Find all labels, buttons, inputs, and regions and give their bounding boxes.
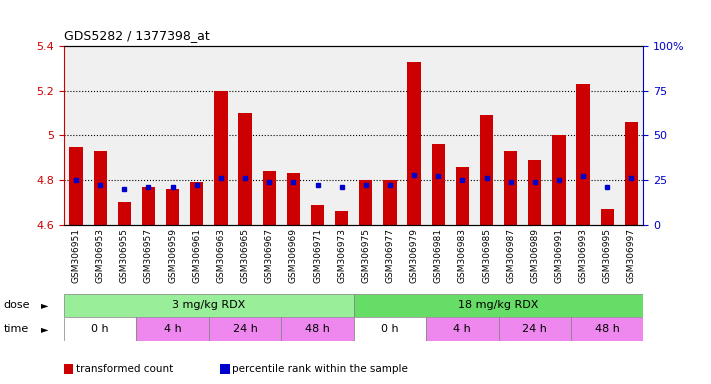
- Bar: [407, 62, 421, 225]
- Text: GSM306983: GSM306983: [458, 228, 467, 283]
- Bar: [238, 113, 252, 225]
- Bar: [359, 180, 373, 225]
- Text: 3 mg/kg RDX: 3 mg/kg RDX: [172, 300, 245, 310]
- Text: 0 h: 0 h: [92, 324, 109, 334]
- Text: 24 h: 24 h: [232, 324, 257, 334]
- Bar: [426, 317, 498, 341]
- Text: GSM306967: GSM306967: [264, 228, 274, 283]
- Bar: [282, 317, 354, 341]
- Text: time: time: [4, 324, 29, 334]
- Bar: [601, 209, 614, 225]
- Text: 4 h: 4 h: [454, 324, 471, 334]
- Bar: [142, 187, 155, 225]
- Bar: [498, 317, 571, 341]
- Bar: [504, 151, 518, 225]
- Bar: [354, 294, 643, 317]
- Bar: [577, 84, 589, 225]
- Text: transformed count: transformed count: [76, 364, 173, 374]
- Text: 0 h: 0 h: [381, 324, 399, 334]
- Bar: [64, 294, 354, 317]
- Text: GSM306989: GSM306989: [530, 228, 540, 283]
- Text: GSM306965: GSM306965: [240, 228, 250, 283]
- Text: GSM306961: GSM306961: [192, 228, 201, 283]
- Bar: [94, 151, 107, 225]
- Bar: [70, 147, 82, 225]
- Bar: [190, 182, 203, 225]
- Text: GSM306981: GSM306981: [434, 228, 443, 283]
- Bar: [118, 202, 131, 225]
- Text: GSM306963: GSM306963: [216, 228, 225, 283]
- Text: GSM306953: GSM306953: [96, 228, 105, 283]
- Bar: [214, 91, 228, 225]
- Bar: [571, 317, 643, 341]
- Bar: [354, 317, 426, 341]
- Bar: [311, 205, 324, 225]
- Text: 48 h: 48 h: [595, 324, 620, 334]
- Text: GSM306973: GSM306973: [337, 228, 346, 283]
- Text: GSM306995: GSM306995: [603, 228, 611, 283]
- Text: GSM306969: GSM306969: [289, 228, 298, 283]
- Text: 48 h: 48 h: [305, 324, 330, 334]
- Bar: [209, 317, 282, 341]
- Bar: [456, 167, 469, 225]
- Text: 4 h: 4 h: [164, 324, 181, 334]
- Text: GSM306955: GSM306955: [120, 228, 129, 283]
- Text: GSM306977: GSM306977: [385, 228, 395, 283]
- Text: GSM306979: GSM306979: [410, 228, 419, 283]
- Bar: [625, 122, 638, 225]
- Text: GSM306987: GSM306987: [506, 228, 515, 283]
- Bar: [528, 160, 542, 225]
- Bar: [262, 171, 276, 225]
- Text: 18 mg/kg RDX: 18 mg/kg RDX: [459, 300, 539, 310]
- Text: GSM306985: GSM306985: [482, 228, 491, 283]
- Bar: [432, 144, 445, 225]
- Bar: [383, 180, 397, 225]
- Bar: [137, 317, 209, 341]
- Text: GSM306951: GSM306951: [72, 228, 80, 283]
- Text: ►: ►: [41, 324, 48, 334]
- Bar: [335, 211, 348, 225]
- Bar: [287, 173, 300, 225]
- Text: GSM306959: GSM306959: [168, 228, 177, 283]
- Text: GSM306975: GSM306975: [361, 228, 370, 283]
- Text: GSM306991: GSM306991: [555, 228, 563, 283]
- Text: GSM306957: GSM306957: [144, 228, 153, 283]
- Text: dose: dose: [4, 300, 30, 310]
- Text: 24 h: 24 h: [523, 324, 547, 334]
- Text: GSM306971: GSM306971: [313, 228, 322, 283]
- Text: percentile rank within the sample: percentile rank within the sample: [232, 364, 408, 374]
- Text: ►: ►: [41, 300, 48, 310]
- Text: GDS5282 / 1377398_at: GDS5282 / 1377398_at: [64, 29, 210, 42]
- Bar: [480, 115, 493, 225]
- Text: GSM306997: GSM306997: [627, 228, 636, 283]
- Bar: [64, 317, 137, 341]
- Bar: [166, 189, 179, 225]
- Text: GSM306993: GSM306993: [579, 228, 587, 283]
- Bar: [552, 136, 565, 225]
